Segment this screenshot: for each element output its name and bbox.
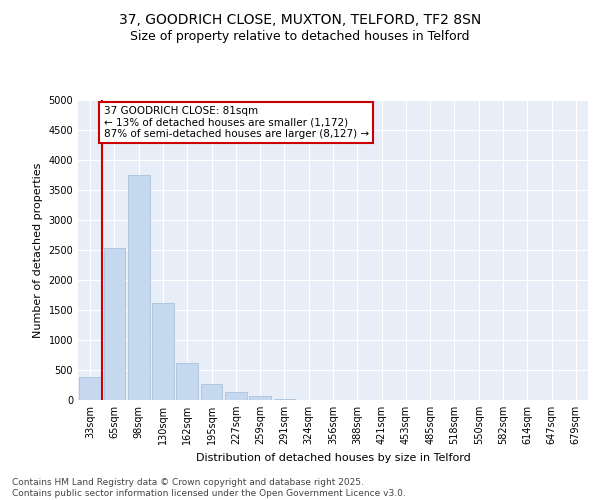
Text: 37 GOODRICH CLOSE: 81sqm
← 13% of detached houses are smaller (1,172)
87% of sem: 37 GOODRICH CLOSE: 81sqm ← 13% of detach… [104, 106, 368, 139]
Bar [249, 396, 271, 400]
Bar [176, 363, 198, 400]
Text: Contains HM Land Registry data © Crown copyright and database right 2025.
Contai: Contains HM Land Registry data © Crown c… [12, 478, 406, 498]
Y-axis label: Number of detached properties: Number of detached properties [33, 162, 43, 338]
Bar [104, 248, 125, 400]
X-axis label: Distribution of detached houses by size in Telford: Distribution of detached houses by size … [196, 452, 470, 462]
Bar [200, 384, 223, 400]
Text: 37, GOODRICH CLOSE, MUXTON, TELFORD, TF2 8SN: 37, GOODRICH CLOSE, MUXTON, TELFORD, TF2… [119, 12, 481, 26]
Bar [79, 377, 101, 400]
Text: Size of property relative to detached houses in Telford: Size of property relative to detached ho… [130, 30, 470, 43]
Bar [152, 303, 174, 400]
Bar [128, 175, 149, 400]
Bar [274, 399, 295, 400]
Bar [225, 392, 247, 400]
